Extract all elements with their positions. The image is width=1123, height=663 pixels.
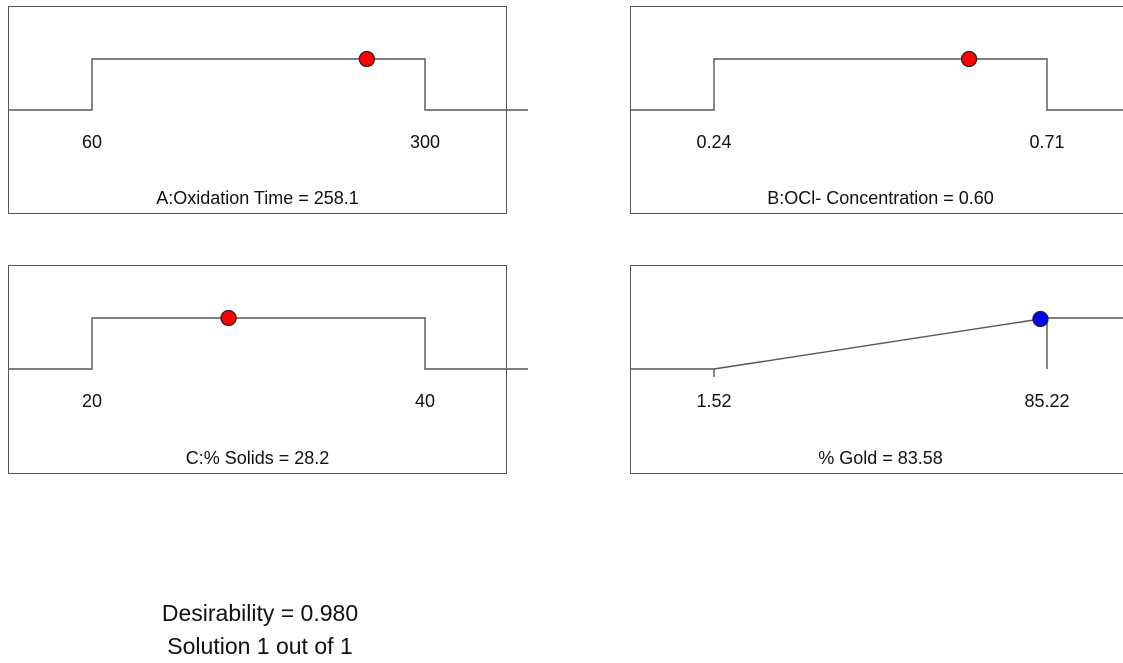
- ramp-plot: 0.24 0.71: [631, 50, 1123, 152]
- low-limit-label: 0.24: [696, 132, 731, 152]
- solution-marker: [358, 50, 376, 68]
- solution-marker: [1032, 310, 1049, 328]
- solution-marker: [220, 309, 237, 327]
- solution-summary: Desirability = 0.980 Solution 1 out of 1: [0, 597, 520, 663]
- ramp-panel-gold: 1.52 85.22 % Gold = 83.58: [630, 265, 1123, 474]
- ramp-plot: 1.52 85.22: [631, 310, 1123, 411]
- ramp-title: B:OCl- Concentration = 0.60: [767, 188, 994, 208]
- desirability-ramp-line: [631, 58, 1123, 111]
- ramp-title: % Gold = 83.58: [818, 448, 943, 468]
- ramp-panel-ocl-concentration: 0.24 0.71 B:OCl- Concentration = 0.60: [630, 6, 1123, 214]
- high-limit-label: 85.22: [1024, 391, 1069, 411]
- ramp-panel-solids: 20 40 C:% Solids = 28.2: [8, 265, 528, 474]
- high-limit-label: 0.71: [1029, 132, 1064, 152]
- desirability-ramp-line: [9, 58, 528, 111]
- solution-marker: [960, 50, 978, 68]
- high-limit-label: 300: [410, 132, 440, 152]
- solution-count: Solution 1 out of 1: [167, 633, 353, 659]
- desirability-ramp-line: [631, 317, 1123, 370]
- ramp-plot: 20 40: [9, 309, 528, 411]
- desirability-ramp-line: [9, 317, 528, 370]
- desirability-value: Desirability = 0.980: [161, 600, 359, 626]
- low-limit-label: 20: [82, 391, 102, 411]
- low-limit-label: 60: [82, 132, 102, 152]
- ramp-title: C:% Solids = 28.2: [185, 448, 330, 468]
- ramp-panel-oxidation-time: 60 300 A:Oxidation Time = 258.1: [8, 6, 528, 214]
- high-limit-label: 40: [415, 391, 435, 411]
- ramp-plot: 60 300: [9, 50, 528, 152]
- low-limit-label: 1.52: [696, 391, 731, 411]
- ramp-title: A:Oxidation Time = 258.1: [156, 188, 359, 208]
